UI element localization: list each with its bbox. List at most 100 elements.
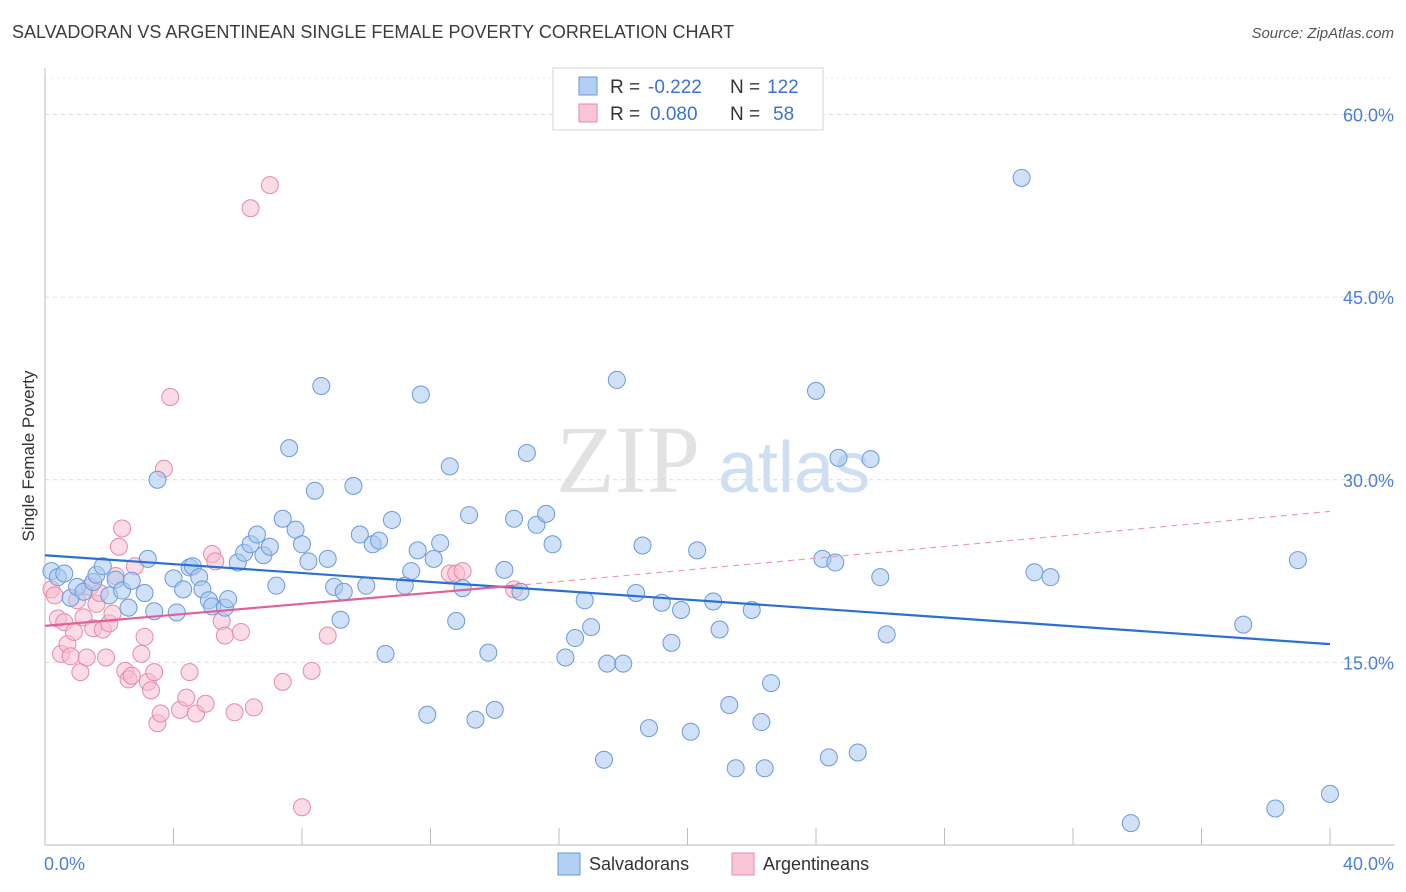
salvadorans-points xyxy=(42,168,1339,833)
salvadoran-point xyxy=(273,509,292,528)
stats-legend-r-label: R = xyxy=(610,77,640,98)
salvadoran-point xyxy=(305,481,324,500)
salvadoran-point xyxy=(720,695,739,714)
stats-legend-swatch-salvadorans xyxy=(578,76,598,96)
argentinean-point xyxy=(132,644,151,663)
salvadorans-trend-line xyxy=(44,554,1331,646)
argentinean-point xyxy=(61,647,80,666)
salvadoran-point xyxy=(1041,568,1060,587)
argentinean-point xyxy=(97,648,116,667)
grid xyxy=(45,77,1395,663)
argentinean-point xyxy=(151,704,170,723)
salvadoran-point xyxy=(122,571,141,590)
salvadoran-point xyxy=(135,583,154,602)
salvadoran-point xyxy=(877,625,896,644)
series-legend-label-argentineans: Argentineans xyxy=(763,854,869,874)
argentinean-point xyxy=(103,604,122,623)
salvadoran-point xyxy=(575,591,594,610)
stats-legend-r-value: -0.222 xyxy=(648,77,702,98)
salvadoran-point xyxy=(672,601,691,620)
salvadoran-point xyxy=(148,470,167,489)
salvadoran-point xyxy=(755,759,774,778)
salvadoran-point xyxy=(382,510,401,529)
argentinean-point xyxy=(231,622,250,641)
series-legend-swatch-salvadorans xyxy=(557,852,581,876)
salvadoran-point xyxy=(418,705,437,724)
salvadoran-point xyxy=(370,531,389,550)
watermark-zip: ZIP xyxy=(556,406,700,513)
argentinean-point xyxy=(177,688,196,707)
salvadoran-point xyxy=(93,557,112,576)
argentinean-point xyxy=(244,698,263,717)
stats-legend-n-value: 58 xyxy=(773,104,794,125)
salvadoran-point xyxy=(280,439,299,458)
salvadoran-point xyxy=(440,457,459,476)
argentinean-point xyxy=(225,703,244,722)
salvadoran-point xyxy=(138,549,157,568)
salvadoran-point xyxy=(260,537,279,556)
argentinean-point xyxy=(273,672,292,691)
watermark: ZIP atlas xyxy=(556,406,870,513)
salvadoran-point xyxy=(1121,814,1140,833)
series-legend-swatch-argentineans xyxy=(731,852,755,876)
y-axis-tick-labels: 15.0% 30.0% 45.0% 60.0% xyxy=(1343,106,1394,674)
salvadoran-point xyxy=(119,598,138,617)
salvadoran-point xyxy=(447,611,466,630)
y-tick-label: 45.0% xyxy=(1343,288,1394,308)
argentinean-point xyxy=(241,199,260,218)
salvadoran-point xyxy=(537,504,556,523)
series-legend: Salvadorans Argentineans xyxy=(557,852,869,876)
argentinean-point xyxy=(161,387,180,406)
argentinean-point xyxy=(109,537,128,556)
salvadoran-point xyxy=(871,568,890,587)
argentinean-point xyxy=(302,661,321,680)
chart-source: Source: ZipAtlas.com xyxy=(1251,25,1394,42)
salvadoran-point xyxy=(1266,799,1285,818)
salvadoran-point xyxy=(807,381,825,400)
salvadoran-point xyxy=(681,722,700,741)
salvadoran-point xyxy=(479,643,498,662)
salvadoran-point xyxy=(752,713,771,732)
salvadoran-point xyxy=(424,549,443,568)
stats-legend-n-label: N = xyxy=(730,104,760,125)
salvadoran-point xyxy=(848,743,867,762)
argentinean-point xyxy=(453,562,472,581)
salvadoran-point xyxy=(299,552,318,571)
argentinean-point xyxy=(142,681,161,700)
salvadoran-point xyxy=(826,553,845,572)
salvadoran-point xyxy=(607,370,626,389)
salvadoran-point xyxy=(627,583,646,602)
salvadoran-point xyxy=(267,576,286,595)
argentinean-point xyxy=(135,627,154,646)
salvadoran-point xyxy=(431,534,450,553)
salvadoran-point xyxy=(1288,551,1307,570)
chart-title: SALVADORAN VS ARGENTINEAN SINGLE FEMALE … xyxy=(12,22,734,42)
salvadoran-point xyxy=(582,618,601,637)
stats-legend-n-value: 122 xyxy=(767,77,799,98)
salvadoran-point xyxy=(167,603,186,622)
argentinean-point xyxy=(196,694,215,713)
argentinean-point xyxy=(64,622,83,641)
salvadoran-point xyxy=(598,654,617,673)
trend-lines xyxy=(44,510,1331,646)
salvadoran-point xyxy=(742,601,761,620)
argentinean-point xyxy=(260,176,279,195)
salvadoran-point xyxy=(1321,784,1339,803)
salvadoran-point xyxy=(55,564,74,583)
stats-legend-n-label: N = xyxy=(730,77,760,98)
y-tick-label: 60.0% xyxy=(1343,106,1394,126)
salvadoran-point xyxy=(408,541,427,560)
salvadoran-point xyxy=(334,582,353,601)
x-tick-label-min: 0.0% xyxy=(44,854,85,874)
salvadoran-point xyxy=(1012,168,1031,187)
salvadoran-point xyxy=(485,700,504,719)
y-axis-label: Single Female Poverty xyxy=(19,370,38,542)
stats-legend-r-value: 0.080 xyxy=(650,104,698,125)
y-tick-label: 15.0% xyxy=(1343,653,1394,673)
salvadoran-point xyxy=(318,549,337,568)
salvadoran-point xyxy=(566,629,585,648)
salvadoran-point xyxy=(662,633,681,652)
salvadoran-point xyxy=(411,385,430,404)
argentinean-point xyxy=(293,798,311,817)
y-tick-label: 30.0% xyxy=(1343,471,1394,491)
